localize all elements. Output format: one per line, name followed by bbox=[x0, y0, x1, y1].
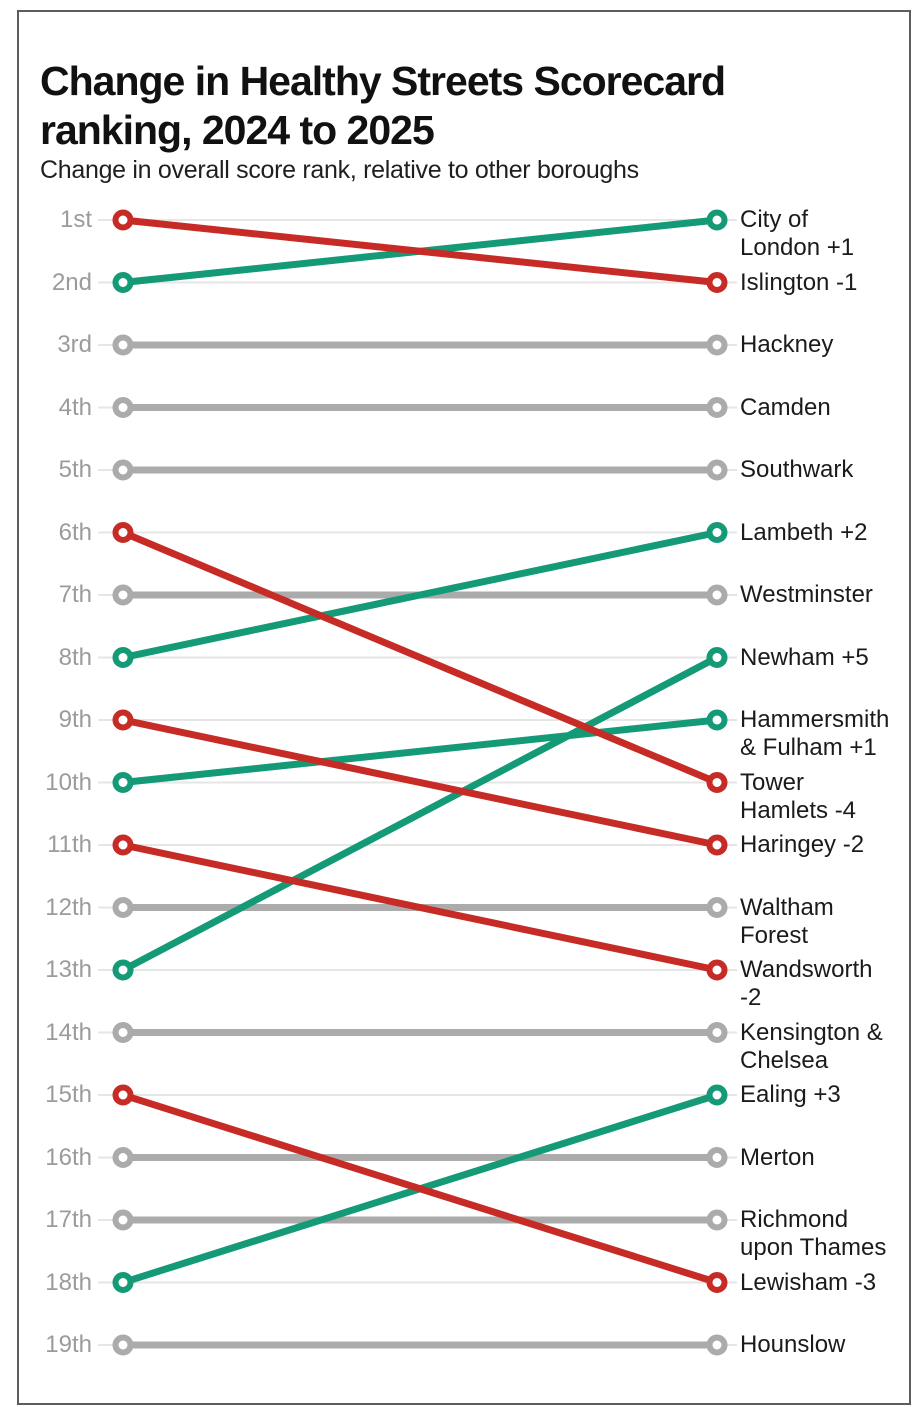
start-ring-dot bbox=[112, 584, 134, 606]
slope-line bbox=[122, 841, 718, 974]
start-ring-dot bbox=[112, 1084, 134, 1106]
rank-label: 15th bbox=[45, 1081, 92, 1108]
rank-label: 12th bbox=[45, 893, 92, 921]
chart-title: Change in Healthy Streets Scorecard rank… bbox=[40, 58, 726, 154]
borough-label: Merton bbox=[740, 1143, 815, 1171]
end-ring-dot bbox=[706, 1272, 728, 1293]
rank-label: 3rd bbox=[57, 331, 92, 358]
borough-label: Lambeth +2 bbox=[740, 518, 868, 546]
borough-label: Lewisham -3 bbox=[740, 1268, 877, 1296]
end-ring-dot bbox=[706, 334, 728, 356]
end-ring-dot bbox=[706, 209, 728, 231]
borough-label: Westminster bbox=[740, 581, 873, 608]
end-ring-dot bbox=[706, 772, 728, 793]
borough-label: Hammersmith & Fulham +1 bbox=[740, 706, 890, 761]
start-ring-dot bbox=[112, 1022, 134, 1043]
start-ring-dot bbox=[112, 897, 134, 918]
rank-label: 7th bbox=[58, 581, 92, 608]
end-ring-dot bbox=[706, 834, 728, 856]
rank-label: 6th bbox=[58, 518, 92, 546]
start-ring-dot bbox=[112, 272, 134, 293]
borough-label: Tower Hamlets -4 bbox=[740, 768, 857, 824]
borough-label: Ealing +3 bbox=[740, 1081, 841, 1108]
end-ring-dot bbox=[706, 272, 728, 293]
rank-label: 2nd bbox=[51, 268, 92, 296]
end-ring-dot bbox=[706, 709, 728, 731]
start-ring-dot bbox=[112, 459, 134, 481]
slope-line bbox=[122, 216, 718, 286]
start-ring-dot bbox=[112, 209, 134, 231]
borough-label: Islington -1 bbox=[740, 268, 858, 296]
rank-label: 4th bbox=[58, 393, 92, 421]
end-ring-dot bbox=[706, 1209, 728, 1231]
borough-label: Haringey -2 bbox=[740, 831, 865, 858]
borough-label: Hounslow bbox=[740, 1331, 846, 1358]
borough-label: Hackney bbox=[740, 331, 834, 358]
end-ring-dot bbox=[706, 1334, 728, 1356]
slope-line bbox=[121, 654, 719, 974]
start-ring-dot bbox=[112, 647, 134, 668]
borough-label: Southwark bbox=[740, 456, 854, 483]
start-ring-dot bbox=[112, 334, 134, 356]
rank-label: 19th bbox=[45, 1331, 92, 1358]
borough-label: Newham +5 bbox=[740, 643, 869, 671]
borough-label: City of London +1 bbox=[740, 206, 855, 261]
end-ring-dot bbox=[706, 1084, 728, 1106]
end-ring-dot bbox=[706, 959, 728, 981]
rank-label: 14th bbox=[45, 1018, 92, 1046]
borough-label: Camden bbox=[740, 393, 831, 421]
slope-line bbox=[121, 1091, 719, 1286]
end-ring-dot bbox=[706, 584, 728, 606]
slope-line bbox=[122, 716, 718, 849]
end-ring-dot bbox=[706, 1147, 728, 1168]
borough-label: Kensington & Chelsea bbox=[740, 1018, 883, 1074]
rank-label: 16th bbox=[45, 1143, 92, 1171]
rank-label: 5th bbox=[58, 456, 92, 483]
end-ring-dot bbox=[706, 647, 728, 668]
start-ring-dot bbox=[112, 1334, 134, 1356]
slope-line bbox=[121, 529, 719, 786]
borough-label: Waltham Forest bbox=[740, 893, 834, 949]
rank-label: 8th bbox=[58, 643, 92, 671]
slope-line bbox=[122, 529, 718, 661]
rank-label: 13th bbox=[45, 956, 92, 983]
start-ring-dot bbox=[112, 959, 134, 981]
borough-label: Wandsworth -2 bbox=[740, 956, 873, 1011]
start-ring-dot bbox=[112, 522, 134, 543]
end-ring-dot bbox=[706, 897, 728, 918]
slope-line bbox=[122, 716, 718, 786]
end-ring-dot bbox=[706, 459, 728, 481]
start-ring-dot bbox=[112, 397, 134, 418]
rank-label: 10th bbox=[45, 768, 92, 796]
start-ring-dot bbox=[112, 1272, 134, 1293]
borough-label: Richmond upon Thames bbox=[740, 1206, 887, 1261]
end-ring-dot bbox=[706, 1022, 728, 1043]
chart-subtitle: Change in overall score rank, relative t… bbox=[40, 156, 639, 184]
start-ring-dot bbox=[112, 709, 134, 731]
rank-label: 11th bbox=[47, 831, 92, 858]
rank-label: 9th bbox=[58, 706, 92, 733]
rank-label: 1st bbox=[59, 206, 92, 233]
rank-label: 17th bbox=[45, 1206, 92, 1233]
start-ring-dot bbox=[112, 834, 134, 856]
start-ring-dot bbox=[112, 772, 134, 793]
end-ring-dot bbox=[706, 397, 728, 418]
start-ring-dot bbox=[112, 1209, 134, 1231]
rank-label: 18th bbox=[45, 1268, 92, 1296]
start-ring-dot bbox=[112, 1147, 134, 1168]
end-ring-dot bbox=[706, 522, 728, 543]
